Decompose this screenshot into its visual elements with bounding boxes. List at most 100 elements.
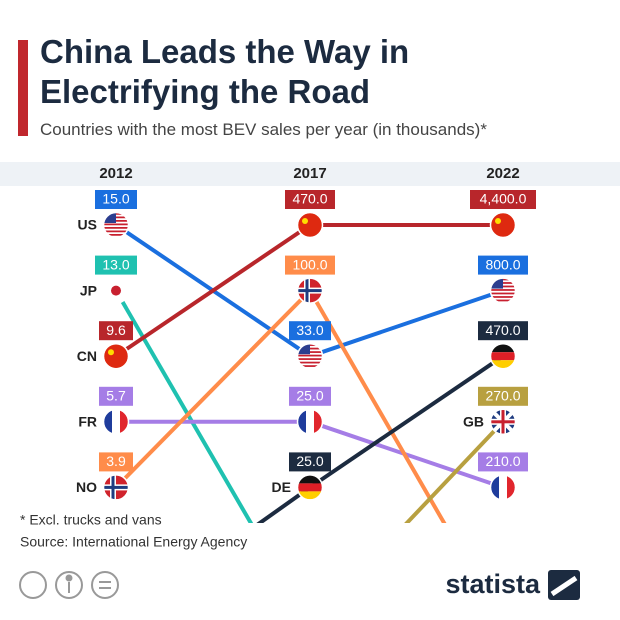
flag-part: [491, 344, 515, 353]
flag: [491, 278, 515, 303]
value-label: 13.0: [102, 256, 129, 272]
point: 25.0: [289, 386, 331, 436]
flag-part: [104, 213, 116, 223]
flag-marker: [296, 277, 324, 304]
flag-part: [104, 485, 128, 489]
flag-marker: [489, 342, 517, 370]
flag-part: [298, 409, 306, 434]
flag-part: [491, 299, 515, 302]
country-label: US: [78, 217, 97, 233]
value-box: [285, 190, 335, 209]
flag-part: [104, 223, 128, 226]
point: 270.0GB: [463, 386, 528, 436]
value-box: [289, 321, 331, 341]
flag-marker: [102, 408, 130, 436]
flag: [104, 278, 128, 303]
point: 470.0: [478, 321, 528, 370]
country-label: NO: [76, 479, 97, 495]
flag-marker: [489, 211, 517, 239]
flag-part: [491, 292, 515, 295]
flag-marker: [102, 474, 130, 501]
value-box: [478, 321, 528, 341]
flag-part: [491, 278, 503, 289]
value-box: [478, 386, 528, 406]
flag-part: [108, 349, 114, 356]
flag-marker: [489, 408, 517, 436]
value-label: 100.0: [292, 256, 327, 272]
flag-marker: [489, 277, 517, 304]
value-box: [289, 452, 331, 472]
flag-part: [298, 475, 322, 484]
series-line: [309, 288, 504, 359]
point: 800.0: [478, 255, 528, 304]
flag-part: [298, 289, 322, 293]
brand-icon: [548, 570, 580, 600]
flag-part: [111, 285, 121, 296]
point: 3.9 NO: [76, 452, 133, 501]
value-box: [285, 255, 335, 275]
series-line: [256, 485, 312, 523]
country-label: JP: [80, 282, 97, 298]
flag-part: [491, 213, 515, 237]
chart-subtitle: Countries with the most BEV sales per ye…: [40, 120, 487, 139]
point: 5.7 FR: [78, 386, 133, 436]
point: 4,400.0: [470, 190, 536, 239]
flag-marker: [296, 211, 324, 239]
flag-part: [298, 354, 322, 357]
flag-part: [298, 365, 322, 367]
value-label: 5.7: [106, 388, 126, 404]
series-line: [114, 289, 312, 489]
point: 15.0 US: [78, 190, 137, 239]
flag-part: [298, 361, 322, 364]
flag: [298, 475, 322, 500]
value-label: 470.0: [485, 322, 520, 338]
flag-marker: [489, 474, 517, 501]
flag-marker: [102, 342, 130, 370]
source: Source: International Energy Agency: [20, 534, 247, 550]
flag: [491, 213, 515, 237]
flag-part: [306, 409, 314, 434]
value-label: 25.0: [296, 388, 323, 404]
flag-part: [112, 409, 120, 434]
flag: [298, 213, 322, 237]
value-label: 270.0: [485, 388, 520, 404]
value-label: 33.0: [296, 322, 323, 338]
country-label: GB: [463, 414, 484, 430]
flag-part: [298, 213, 322, 237]
series-line: [308, 354, 505, 490]
flag: [491, 344, 515, 369]
country-label: CN: [77, 348, 97, 364]
value-box: [478, 452, 528, 472]
value-label: 4,400.0: [480, 191, 527, 207]
flag-marker: [102, 211, 130, 239]
flag-part: [491, 352, 515, 361]
flag-part: [491, 475, 499, 500]
value-label: 15.0: [102, 191, 129, 207]
flag-marker: [102, 277, 130, 304]
value-box: [99, 321, 133, 341]
series-line: [114, 289, 254, 523]
point: 25.0 DE: [272, 452, 331, 501]
flag-part: [495, 218, 501, 224]
brand: statista: [445, 569, 541, 599]
flag: [491, 409, 515, 434]
flag-marker: [296, 408, 324, 436]
point: 33.0: [289, 321, 331, 370]
accent-bar: [18, 40, 28, 136]
lines: [114, 223, 505, 523]
country-label: DE: [272, 479, 291, 495]
flag-part: [298, 344, 310, 355]
note: * Excl. trucks and vans: [20, 512, 162, 528]
year-label: 2022: [486, 165, 519, 182]
flag: [298, 278, 322, 303]
value-box: [95, 190, 137, 209]
marks: 15.0 US 33.0 800.0 13.0 JP 9.6 CN 470.0 4,400.0 5.…: [76, 190, 536, 501]
flag: [104, 213, 128, 237]
flag: [298, 344, 322, 369]
value-label: 9.6: [106, 322, 126, 338]
flag-part: [491, 360, 515, 369]
flag-part: [507, 475, 515, 500]
flag-part: [104, 344, 128, 369]
flag-part: [298, 491, 322, 500]
